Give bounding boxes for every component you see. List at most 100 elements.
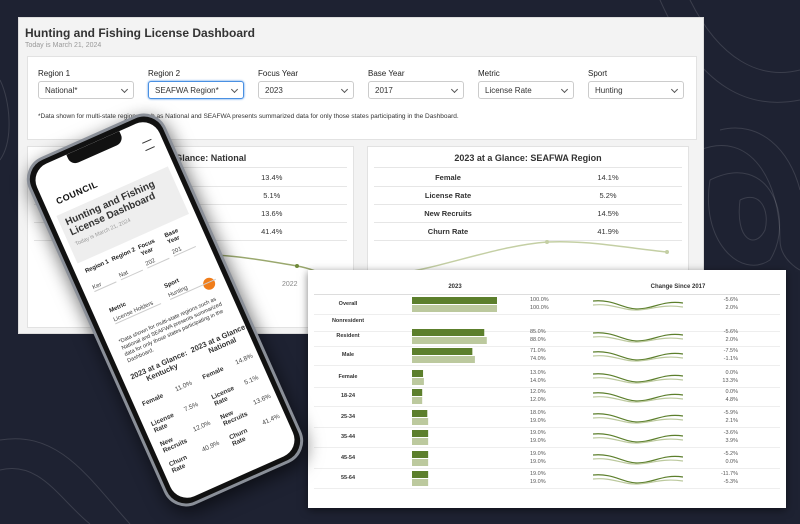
phone-filter-select[interactable]: Ker	[91, 275, 117, 293]
glance-title: 2023 at a Glance: National	[134, 153, 247, 163]
row-change: 2.0%	[725, 337, 738, 343]
glance-value: 14.1%	[597, 173, 619, 182]
bar	[412, 471, 429, 478]
dashboard-date: Today is March 21, 2024	[25, 42, 102, 49]
row-value: 88.0%	[530, 337, 546, 343]
phone-glance-label: Churn Rate	[228, 427, 249, 448]
row-value: 100.0%	[530, 305, 549, 311]
sparkline-path	[593, 458, 683, 465]
phone-glance-value: 40.9%	[200, 439, 221, 454]
row-change: 2.0%	[725, 305, 738, 311]
bar-group	[412, 389, 423, 404]
row-value: 19.0%	[530, 438, 546, 444]
filter-select[interactable]: License Rate	[478, 81, 574, 99]
row-change: -7.5%	[723, 348, 738, 354]
bar	[412, 348, 473, 355]
glance-value: 41.9%	[597, 227, 619, 236]
sparkline-path	[593, 417, 683, 424]
row-value: 74.0%	[530, 356, 546, 362]
glance-rule	[374, 204, 682, 205]
header-rule	[314, 294, 780, 295]
row-rule	[314, 387, 780, 388]
row-value: 13.0%	[530, 370, 546, 376]
glance-title: 2023 at a Glance: SEAFWA Region	[454, 153, 602, 163]
sparkline	[593, 413, 683, 424]
bar	[412, 418, 429, 425]
sparkline	[593, 433, 683, 444]
row-value: 14.0%	[530, 378, 546, 384]
row-rule	[314, 331, 780, 332]
bar-group	[412, 430, 429, 445]
menu-button[interactable]	[142, 138, 155, 152]
row-value: 18.0%	[530, 410, 546, 416]
bar	[412, 378, 424, 385]
phone-header: Hunting and Fishing License Dashboard To…	[56, 166, 190, 264]
filter-label: Focus Year	[258, 69, 299, 78]
bar	[412, 370, 424, 377]
phone-glance-value: 12.0%	[191, 419, 212, 434]
row-change: -5.9%	[723, 410, 738, 416]
phone-filter-select[interactable]: Nat	[118, 264, 144, 281]
sparkline	[593, 373, 683, 384]
chart-axis-label: 2022	[282, 281, 298, 288]
sparkline-path	[593, 474, 683, 484]
sparkline-path	[593, 396, 683, 403]
sparkline-path	[593, 437, 683, 444]
row-value: 12.0%	[530, 397, 546, 403]
bar	[412, 297, 497, 304]
row-change: 4.8%	[725, 397, 738, 403]
sparkline	[593, 392, 683, 403]
row-change: 13.3%	[722, 378, 738, 384]
row-label: Female	[338, 374, 358, 380]
row-rule	[314, 447, 780, 448]
bar	[412, 329, 485, 336]
filter-select[interactable]: 2023	[258, 81, 354, 99]
sparkline-path	[593, 433, 683, 443]
phone-glance-label: New Recruits	[219, 409, 249, 428]
glance-rule	[34, 167, 347, 168]
phone-glance-value: 7.5%	[183, 401, 200, 414]
filter-label: Sport	[588, 69, 608, 78]
row-label: 25-34	[340, 414, 356, 420]
filter-select[interactable]: Hunting	[588, 81, 684, 99]
phone-glance-label: New Recruits	[159, 436, 189, 455]
row-change: -5.6%	[723, 297, 738, 303]
filter-label: Metric	[478, 69, 500, 78]
sparkline-path	[593, 478, 683, 485]
row-label: 35-44	[340, 434, 356, 440]
row-change: -5.3%	[723, 479, 738, 485]
glance-label: License Rate	[424, 191, 472, 200]
row-value: 85.0%	[530, 329, 546, 335]
glance-value: 13.6%	[261, 209, 283, 218]
bar	[412, 430, 429, 437]
row-label: Overall	[338, 301, 358, 307]
glance-rule	[374, 167, 682, 168]
sparkline-path	[593, 332, 683, 342]
filter-select[interactable]: 2017	[368, 81, 464, 99]
row-rule	[314, 365, 780, 366]
row-change: -5.6%	[723, 329, 738, 335]
glance-value: 14.5%	[597, 209, 619, 218]
phone-glance-label: Churn Rate	[168, 454, 189, 475]
phone-filter-label: Region 1	[84, 258, 111, 275]
filter-select[interactable]: National*	[38, 81, 134, 99]
sparkline-path	[593, 355, 683, 362]
row-change: 2.1%	[725, 418, 738, 424]
row-change: 0.0%	[725, 370, 738, 376]
glance-value: 13.4%	[261, 173, 283, 182]
glance-label: Female	[435, 173, 461, 182]
row-change: -5.2%	[723, 451, 738, 457]
glance-label: Churn Rate	[427, 227, 469, 236]
row-change: 0.0%	[725, 459, 738, 465]
row-rule	[314, 406, 780, 407]
phone-glance-value: 14.8%	[234, 352, 255, 367]
bar	[412, 337, 487, 344]
sparkline-path	[593, 454, 683, 464]
glance-rule	[374, 186, 682, 187]
sparkline	[593, 332, 683, 343]
filter-select[interactable]: SEAFWA Region*	[148, 81, 244, 99]
row-label: Nonresident	[331, 318, 365, 324]
bar-group	[412, 329, 487, 344]
phone-glance-value: 11.0%	[174, 379, 194, 394]
